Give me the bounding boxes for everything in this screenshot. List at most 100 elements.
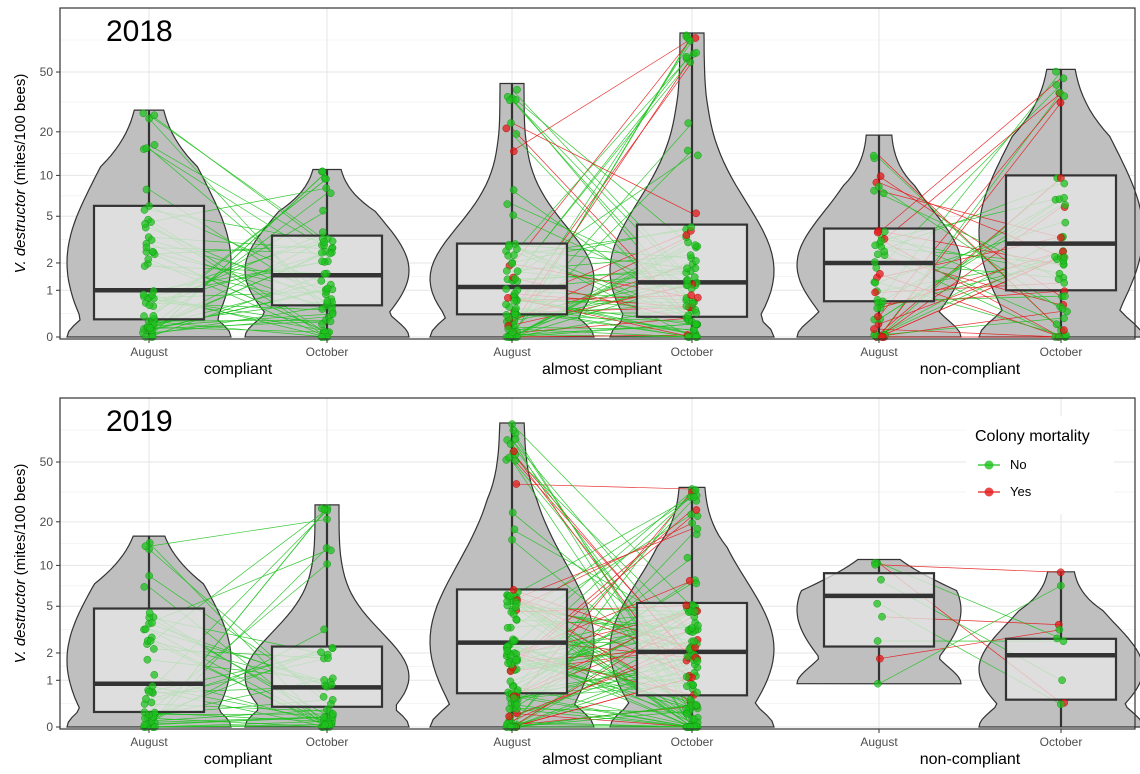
legend-label-no: No — [1010, 457, 1027, 472]
data-point — [1054, 275, 1063, 283]
data-point — [1060, 193, 1068, 202]
data-point — [694, 151, 702, 160]
data-point — [510, 297, 518, 305]
data-point — [145, 572, 153, 580]
data-point — [682, 53, 691, 61]
y-tick-label: 10 — [40, 558, 54, 572]
data-point — [142, 695, 150, 703]
data-point — [502, 124, 511, 133]
data-point — [328, 696, 337, 704]
pair-line — [511, 37, 693, 266]
data-point — [506, 677, 515, 686]
data-point — [318, 305, 327, 313]
legend-label-yes: Yes — [1010, 484, 1032, 499]
data-point — [508, 328, 517, 337]
y-tick-label: 50 — [40, 65, 54, 79]
pair-line — [148, 321, 328, 330]
data-point — [140, 583, 149, 591]
y-tick-label: 50 — [40, 455, 54, 469]
data-point — [690, 607, 699, 616]
pair-line — [511, 704, 693, 728]
data-point — [692, 209, 700, 218]
y-tick-label: 0 — [46, 720, 53, 734]
data-point — [1057, 233, 1065, 242]
data-point — [687, 223, 696, 231]
pair-line — [148, 716, 328, 723]
data-point — [317, 277, 326, 285]
data-point — [1057, 581, 1065, 590]
data-point — [320, 238, 328, 246]
data-point — [329, 710, 337, 718]
data-point — [511, 274, 520, 283]
data-point — [150, 671, 159, 679]
data-point — [874, 250, 882, 259]
data-point — [503, 200, 512, 208]
pair-line — [511, 708, 693, 713]
data-point — [505, 453, 514, 462]
data-point — [321, 720, 329, 729]
data-point — [873, 599, 882, 608]
data-point — [873, 637, 882, 645]
data-point — [140, 721, 149, 729]
data-point — [684, 311, 693, 320]
pair-line — [511, 122, 693, 214]
data-point — [873, 304, 882, 313]
data-point — [876, 172, 885, 180]
data-point — [145, 609, 154, 617]
y-axis-label-unit: (mites/100 bees) — [12, 74, 29, 190]
data-point — [150, 141, 159, 149]
legend: Colony mortality No Yes — [966, 416, 1114, 514]
data-point — [1061, 292, 1069, 300]
data-point — [1061, 218, 1070, 227]
data-point — [140, 262, 149, 270]
data-point — [512, 615, 521, 624]
panel-2019: 0 1 2 5 10 20 50 2019 August October August October… — [12, 397, 1140, 768]
data-point — [328, 644, 337, 652]
data-point — [149, 287, 158, 295]
data-point — [1059, 74, 1068, 83]
data-point — [509, 426, 518, 435]
data-point — [147, 236, 156, 244]
data-point — [509, 186, 518, 194]
data-point — [502, 267, 511, 275]
pair-line — [511, 328, 693, 338]
data-point — [140, 312, 148, 320]
y-tick-label: 0 — [46, 330, 53, 344]
y-tick-label: 2 — [46, 646, 53, 660]
data-point — [1060, 92, 1069, 100]
data-point — [690, 273, 699, 281]
data-point — [327, 546, 335, 555]
pair-line — [878, 155, 1062, 331]
data-point — [694, 293, 702, 302]
data-point — [508, 536, 516, 544]
data-point — [319, 228, 327, 236]
data-point — [504, 294, 512, 302]
data-point — [873, 228, 882, 237]
data-point — [682, 710, 691, 718]
data-point — [871, 258, 879, 266]
data-point — [692, 257, 700, 265]
data-point — [512, 480, 521, 488]
pair-line — [148, 716, 328, 726]
data-point — [141, 542, 150, 551]
data-point — [326, 189, 335, 197]
pair-line — [511, 323, 693, 338]
data-point — [513, 700, 521, 709]
data-point — [1058, 304, 1067, 313]
data-point — [139, 290, 148, 299]
data-point — [505, 712, 513, 721]
data-point — [506, 592, 514, 600]
data-point — [320, 270, 329, 278]
data-point — [318, 257, 326, 266]
data-point — [686, 58, 695, 67]
pair-line — [148, 313, 328, 327]
data-point — [682, 601, 691, 610]
pair-line — [148, 721, 328, 728]
data-point — [144, 255, 153, 264]
data-point — [880, 227, 889, 236]
box-non-compliant-october — [1004, 637, 1118, 701]
y-tick-label: 5 — [46, 599, 53, 613]
data-point — [874, 679, 882, 688]
data-point — [139, 109, 148, 118]
data-point — [690, 715, 698, 724]
